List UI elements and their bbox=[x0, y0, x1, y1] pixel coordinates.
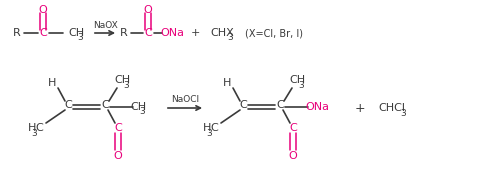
Text: +: + bbox=[354, 102, 365, 115]
Text: H: H bbox=[48, 78, 56, 88]
Text: (X=Cl, Br, I): (X=Cl, Br, I) bbox=[244, 28, 303, 38]
Text: NaOCl: NaOCl bbox=[171, 95, 199, 104]
Text: 3: 3 bbox=[31, 128, 37, 138]
Text: CH: CH bbox=[68, 28, 84, 38]
Text: H: H bbox=[223, 78, 231, 88]
Text: CH: CH bbox=[130, 102, 146, 112]
Text: C: C bbox=[144, 28, 152, 38]
Text: ONa: ONa bbox=[160, 28, 183, 38]
Text: C: C bbox=[114, 123, 122, 133]
Text: 3: 3 bbox=[298, 80, 303, 90]
Text: C: C bbox=[39, 28, 47, 38]
Text: NaOX: NaOX bbox=[92, 20, 117, 30]
Text: R: R bbox=[13, 28, 21, 38]
Text: C: C bbox=[64, 100, 72, 110]
Text: C: C bbox=[210, 123, 218, 133]
Text: C: C bbox=[239, 100, 246, 110]
Text: C: C bbox=[35, 123, 43, 133]
Text: 3: 3 bbox=[399, 108, 405, 117]
Text: R: R bbox=[120, 28, 128, 38]
Text: +: + bbox=[190, 28, 199, 38]
Text: O: O bbox=[143, 5, 152, 15]
Text: H: H bbox=[28, 123, 36, 133]
Text: C: C bbox=[288, 123, 296, 133]
Text: ONa: ONa bbox=[305, 102, 328, 112]
Text: H: H bbox=[203, 123, 211, 133]
Text: CHX: CHX bbox=[209, 28, 233, 38]
Text: 3: 3 bbox=[77, 33, 82, 42]
Text: 3: 3 bbox=[206, 128, 211, 138]
Text: O: O bbox=[113, 151, 122, 161]
Text: C: C bbox=[101, 100, 109, 110]
Text: CHCl: CHCl bbox=[377, 103, 404, 113]
Text: O: O bbox=[288, 151, 297, 161]
Text: CH: CH bbox=[288, 75, 305, 85]
Text: CH: CH bbox=[114, 75, 130, 85]
Text: 3: 3 bbox=[226, 33, 232, 42]
Text: O: O bbox=[39, 5, 47, 15]
Text: C: C bbox=[276, 100, 284, 110]
Text: 3: 3 bbox=[139, 107, 144, 116]
Text: 3: 3 bbox=[123, 80, 129, 90]
